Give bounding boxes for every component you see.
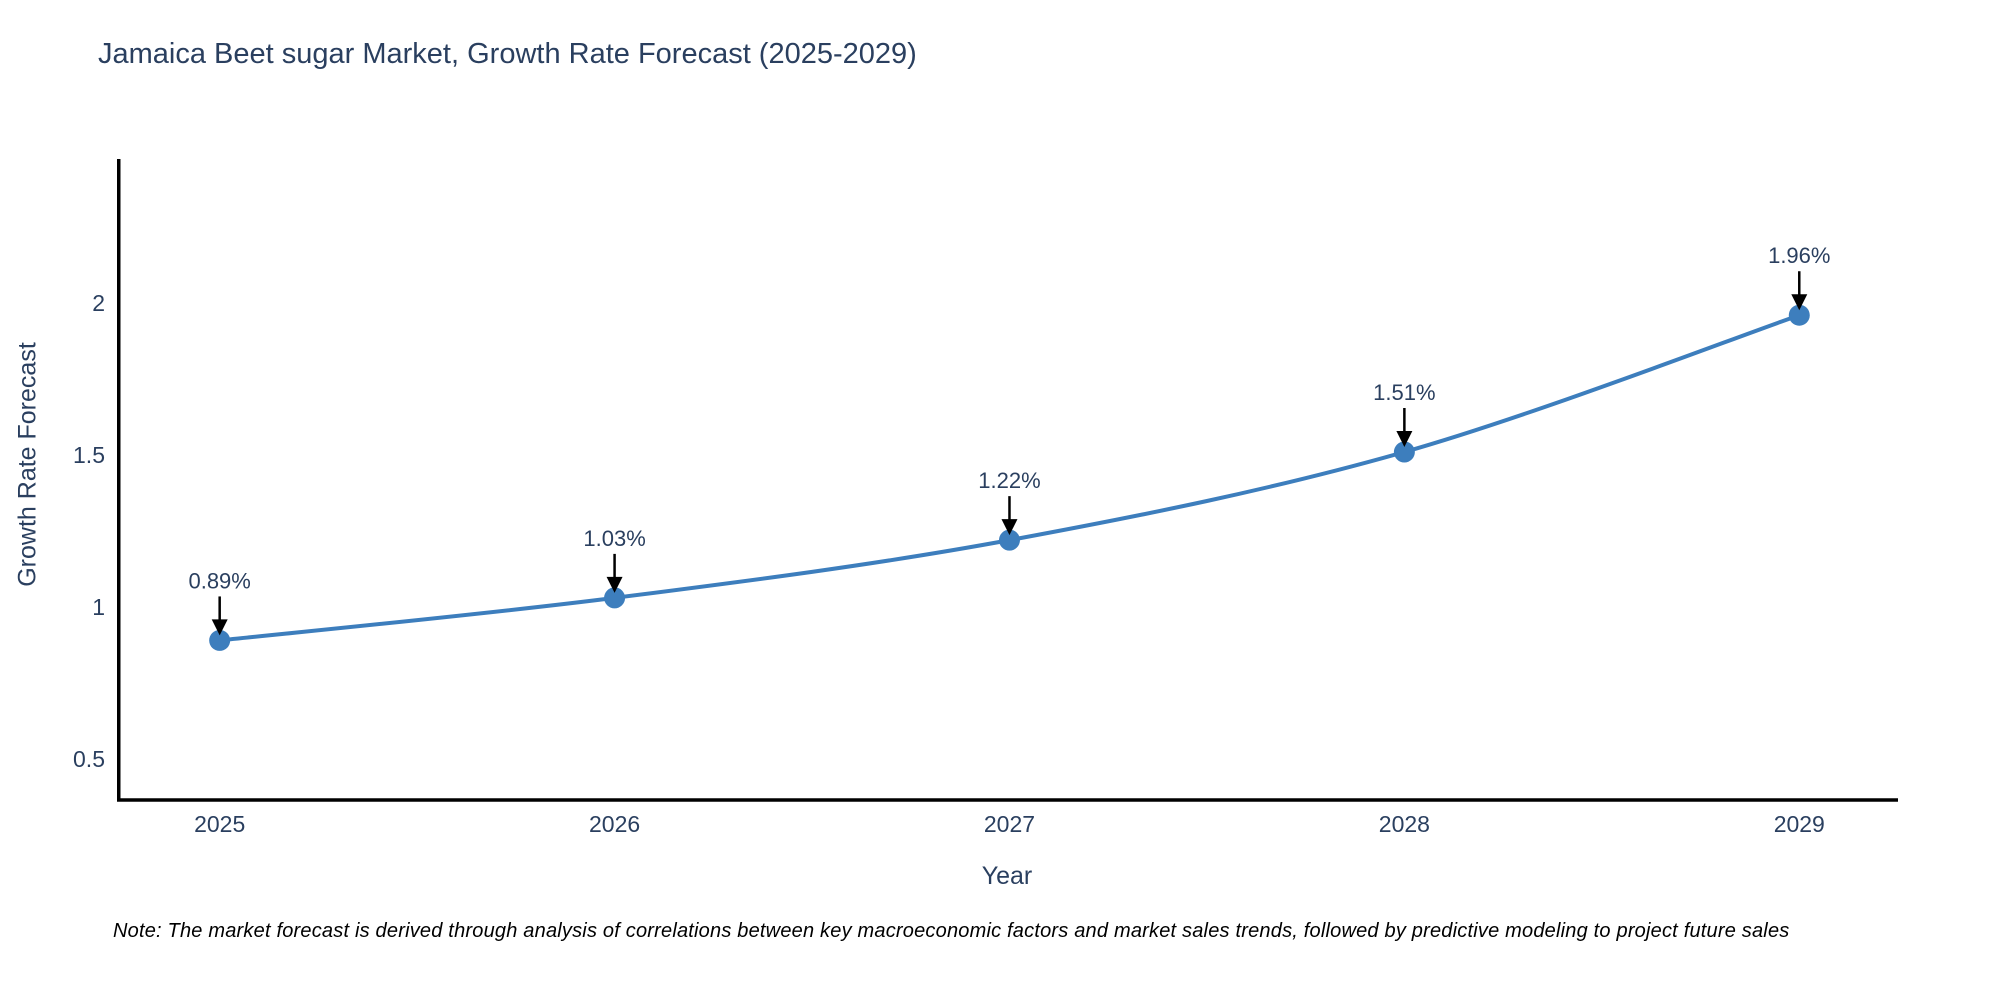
annotation-arrowhead-icon	[211, 619, 228, 636]
y-tick-label: 0.5	[73, 746, 105, 772]
chart-title: Jamaica Beet sugar Market, Growth Rate F…	[98, 38, 917, 70]
data-point-marker	[604, 587, 626, 609]
data-point-marker	[1393, 441, 1415, 463]
y-tick-label: 1	[92, 594, 105, 620]
y-tick-label: 1.5	[73, 442, 105, 468]
annotation-label: 1.51%	[1373, 380, 1435, 405]
x-tick-label: 2025	[194, 811, 245, 837]
annotation-arrowhead-icon	[1001, 519, 1018, 536]
x-tick-label: 2029	[1774, 811, 1825, 837]
annotation-label: 1.03%	[583, 526, 645, 551]
x-tick-label: 2028	[1379, 811, 1430, 837]
annotation-arrowhead-icon	[1791, 294, 1808, 311]
x-tick-label: 2027	[984, 811, 1035, 837]
footnote: Note: The market forecast is derived thr…	[113, 920, 1790, 942]
data-point-marker	[1788, 304, 1810, 326]
data-point-marker	[209, 629, 231, 651]
annotation-arrowhead-icon	[606, 576, 623, 593]
x-axis-title: Year	[981, 862, 1033, 890]
annotation-label: 1.22%	[978, 468, 1040, 493]
annotation-arrowhead-icon	[1396, 430, 1413, 447]
y-tick-label: 2	[92, 290, 105, 316]
x-tick-label: 2026	[589, 811, 640, 837]
axis-lines	[117, 159, 1898, 802]
data-point-marker	[998, 529, 1020, 551]
annotation-label: 0.89%	[188, 568, 250, 593]
annotation-label: 1.96%	[1768, 243, 1830, 268]
